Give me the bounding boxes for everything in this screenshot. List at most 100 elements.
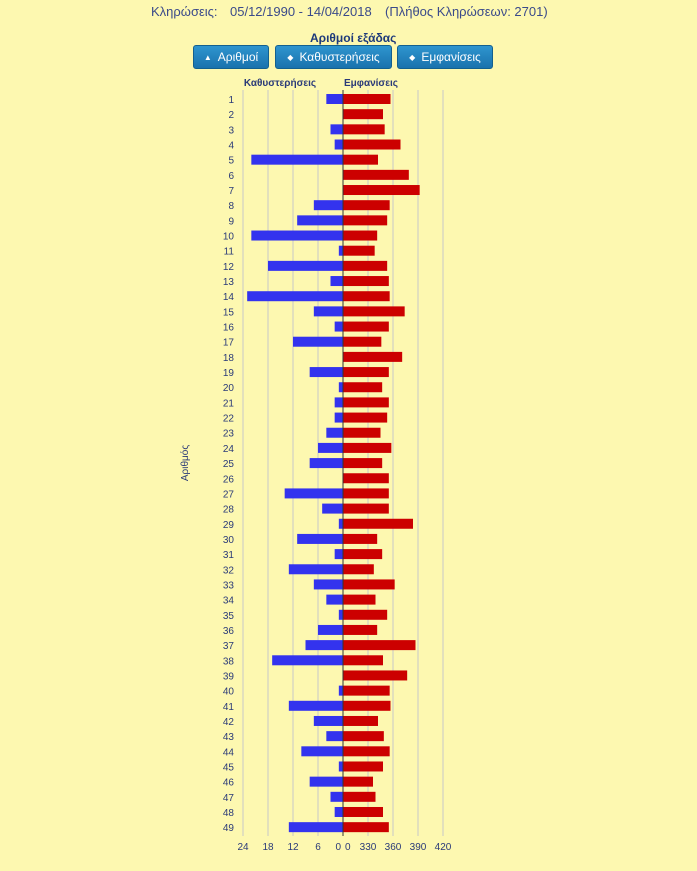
appearance-bar: [343, 442, 392, 453]
delay-bar: [297, 533, 343, 544]
sort-by-delays-label: Καθυστερήσεις: [299, 50, 380, 64]
appearance-bar: [343, 351, 403, 362]
appearance-bar: [343, 412, 388, 423]
category-label: 18: [223, 353, 235, 364]
appearance-bar: [343, 397, 389, 408]
appearance-bar: [343, 503, 389, 514]
appearance-bar: [343, 169, 409, 180]
appearance-bar: [343, 761, 383, 772]
delay-bar: [334, 321, 343, 332]
category-label: 46: [223, 778, 235, 789]
appearance-bar: [343, 291, 390, 302]
appearance-bar: [343, 715, 378, 726]
delay-bar: [293, 336, 343, 347]
draws-date-range: 05/12/1990 - 14/04/2018: [230, 4, 372, 19]
appearance-bar: [343, 458, 383, 469]
draws-count: (Πλήθος Κληρώσεων: 2701): [385, 4, 548, 19]
delay-bar: [322, 503, 343, 514]
delay-bar: [334, 397, 343, 408]
appearance-bar: [343, 579, 395, 590]
delay-bar: [247, 291, 343, 302]
appearance-bar: [343, 367, 389, 378]
delay-bar: [309, 776, 343, 787]
appearance-bar: [343, 245, 375, 256]
sort-by-number-label: Αριθμοί: [217, 50, 259, 64]
category-label: 44: [223, 747, 235, 758]
delay-bar: [318, 442, 343, 453]
appearance-bar: [343, 655, 383, 666]
x-tick-left: 12: [287, 842, 299, 853]
appearance-bar: [343, 700, 391, 711]
delay-bar: [326, 594, 343, 605]
delay-bar: [334, 412, 343, 423]
appearance-bar: [343, 746, 390, 757]
category-label: 28: [223, 505, 235, 516]
appearance-bar: [343, 260, 388, 271]
delay-bar: [301, 746, 343, 757]
appearance-bar: [343, 791, 376, 802]
category-label: 20: [223, 383, 235, 394]
delay-bar: [313, 579, 343, 590]
category-label: 24: [223, 444, 235, 455]
category-label: 45: [223, 762, 235, 773]
x-tick-right: 390: [410, 842, 427, 853]
category-label: 43: [223, 732, 235, 743]
category-label: 39: [223, 671, 235, 682]
appearance-bar: [343, 321, 389, 332]
delay-bar: [326, 731, 343, 742]
appearance-bar: [343, 306, 405, 317]
appearance-bar: [343, 822, 389, 833]
appearance-bar: [343, 685, 390, 696]
delay-bar: [338, 761, 343, 772]
delay-bar: [334, 806, 343, 817]
delay-bar: [305, 640, 343, 651]
appearance-bar: [343, 564, 374, 575]
delay-bar: [338, 685, 343, 696]
appearances-header: Εμφανίσεις: [344, 78, 398, 89]
x-tick-left: 24: [237, 842, 249, 853]
delay-bar: [309, 458, 343, 469]
delay-bar: [330, 276, 343, 287]
category-label: 49: [223, 823, 235, 834]
delay-bar: [297, 215, 343, 226]
category-label: 30: [223, 535, 235, 546]
delay-bar: [288, 700, 343, 711]
appearance-bar: [343, 200, 390, 211]
category-label: 33: [223, 580, 235, 591]
delay-bar: [330, 124, 343, 135]
x-tick-left: 0: [335, 842, 341, 853]
category-label: 21: [223, 398, 235, 409]
x-tick-right: 360: [385, 842, 402, 853]
category-label: 22: [223, 414, 235, 425]
category-label: 11: [224, 247, 235, 258]
delay-bar: [313, 306, 343, 317]
appearance-bar: [343, 139, 401, 150]
category-label: 2: [228, 110, 234, 121]
category-label: 14: [223, 292, 235, 303]
sort-by-number-button[interactable]: ▲ Αριθμοί: [193, 45, 269, 69]
category-label: 42: [223, 717, 235, 728]
appearance-bar: [343, 488, 389, 499]
category-label: 6: [228, 171, 234, 182]
category-label: 17: [223, 338, 235, 349]
sort-by-appearances-label: Εμφανίσεις: [421, 50, 481, 64]
category-label: 35: [223, 611, 235, 622]
appearance-bar: [343, 640, 416, 651]
appearance-bar: [343, 109, 383, 120]
sort-by-delays-button[interactable]: ◆ Καθυστερήσεις: [275, 45, 392, 69]
appearance-bar: [343, 336, 382, 347]
category-label: 9: [228, 216, 234, 227]
delay-bar: [309, 367, 343, 378]
y-axis-label: Αριθμός: [179, 445, 191, 481]
appearance-bar: [343, 609, 388, 620]
delay-bar: [326, 94, 343, 104]
delay-bar: [334, 139, 343, 150]
category-label: 32: [223, 565, 235, 576]
delay-bar: [338, 518, 343, 529]
appearance-bar: [343, 473, 389, 484]
category-label: 13: [223, 277, 235, 288]
category-label: 5: [228, 156, 234, 167]
delay-bar: [338, 382, 343, 393]
draws-label: Κληρώσεις:: [151, 4, 218, 19]
sort-by-appearances-button[interactable]: ◆ Εμφανίσεις: [397, 45, 493, 69]
